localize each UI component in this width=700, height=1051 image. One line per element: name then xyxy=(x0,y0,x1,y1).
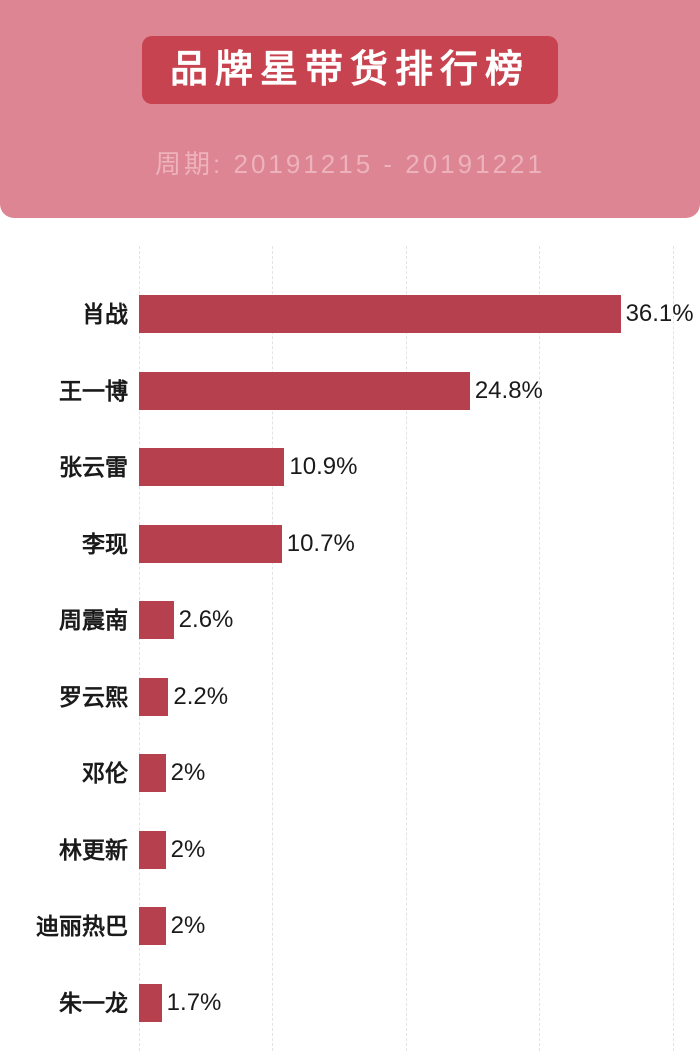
chart-gridline-20pct xyxy=(405,246,407,1051)
chart-row: 周震南 2.6% xyxy=(0,601,700,639)
bar xyxy=(139,295,621,333)
value-label: 10.7% xyxy=(286,529,355,557)
period-text: 周期: 20191215 - 20191221 xyxy=(155,149,545,179)
category-label: 罗云熙 xyxy=(59,683,128,710)
value-label: 2% xyxy=(170,759,206,786)
category-label: 李现 xyxy=(82,530,128,557)
bar xyxy=(139,754,166,792)
page-title: 品牌星带货排行榜 xyxy=(169,49,531,91)
chart-row: 迪丽热巴 2% xyxy=(0,907,700,945)
value-label: 2% xyxy=(170,912,206,939)
chart-row: 邓伦 2% xyxy=(0,754,700,792)
bar xyxy=(139,371,470,410)
bar xyxy=(139,524,282,563)
chart-row: 朱一龙 1.7% xyxy=(0,983,700,1022)
bar xyxy=(139,907,166,945)
chart-row: 李现 10.7% xyxy=(0,524,700,563)
category-label: 林更新 xyxy=(59,836,128,863)
bar-chart: 肖战 36.1% 王一博 24.8% 张云雷 10.9% 李现 10.7% 周震南 2.6% 罗云熙… xyxy=(0,218,700,1051)
chart-row: 张云雷 10.9% xyxy=(0,448,700,486)
value-label: 36.1% xyxy=(625,300,694,327)
value-label: 24.8% xyxy=(474,376,543,404)
chart-row: 王一博 24.8% xyxy=(0,371,700,410)
category-label: 周震南 xyxy=(59,607,128,633)
bar xyxy=(139,983,162,1022)
value-label: 2% xyxy=(170,835,206,863)
chart-gridline-30pct xyxy=(539,246,541,1051)
chart-row: 罗云熙 2.2% xyxy=(0,677,700,716)
header-banner: 品牌星带货排行榜 周期: 20191215 - 20191221 xyxy=(0,0,700,218)
value-label: 1.7% xyxy=(166,988,222,1016)
category-label: 肖战 xyxy=(82,301,128,327)
chart-row: 肖战 36.1% xyxy=(0,295,700,333)
category-label: 迪丽热巴 xyxy=(36,913,128,939)
value-label: 10.9% xyxy=(289,453,358,480)
category-label: 王一博 xyxy=(59,377,128,404)
category-label: 朱一龙 xyxy=(59,989,128,1016)
value-label: 2.2% xyxy=(173,682,229,710)
category-label: 张云雷 xyxy=(59,454,128,480)
bar xyxy=(139,448,285,486)
chart-gridline-40pct xyxy=(672,246,674,1051)
bar xyxy=(139,830,166,869)
chart-gridline-10pct xyxy=(272,246,274,1051)
bar xyxy=(139,601,174,639)
category-label: 邓伦 xyxy=(82,760,128,786)
bar xyxy=(139,677,169,716)
chart-gridline-0pct xyxy=(139,246,140,1051)
title-badge: 品牌星带货排行榜 xyxy=(141,36,559,104)
chart-row: 林更新 2% xyxy=(0,830,700,869)
value-label: 2.6% xyxy=(178,606,234,633)
